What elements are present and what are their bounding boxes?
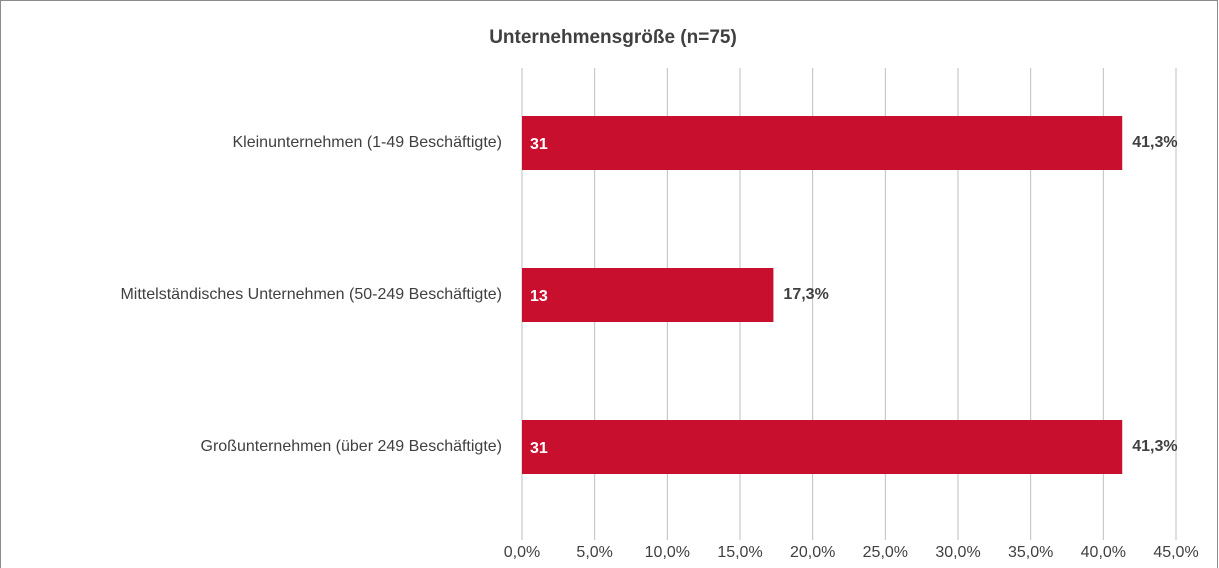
bar <box>522 116 1123 170</box>
x-tick-label: 35,0% <box>1008 544 1053 561</box>
value-label: 17,3% <box>783 286 828 303</box>
count-label: 31 <box>530 440 548 457</box>
count-label: 13 <box>530 288 548 305</box>
value-label: 41,3% <box>1132 134 1177 151</box>
value-label: 41,3% <box>1132 438 1177 455</box>
x-tick-label: 0,0% <box>504 544 540 561</box>
chart-title: Unternehmensgröße (n=75) <box>489 27 737 48</box>
count-label: 31 <box>530 136 548 153</box>
x-tick-label: 30,0% <box>935 544 980 561</box>
x-tick-label: 45,0% <box>1153 544 1198 561</box>
x-tick-label: 20,0% <box>790 544 835 561</box>
x-tick-label: 10,0% <box>645 544 690 561</box>
category-label: Mittelständisches Unternehmen (50-249 Be… <box>120 286 502 303</box>
x-tick-label: 15,0% <box>717 544 762 561</box>
x-tick-label: 5,0% <box>576 544 612 561</box>
bar <box>522 420 1123 474</box>
bar <box>522 268 774 322</box>
x-tick-label: 40,0% <box>1081 544 1126 561</box>
category-label: Kleinunternehmen (1-49 Beschäftigte) <box>233 134 503 151</box>
x-tick-label: 25,0% <box>863 544 908 561</box>
category-label: Großunternehmen (über 249 Beschäftigte) <box>201 438 503 455</box>
